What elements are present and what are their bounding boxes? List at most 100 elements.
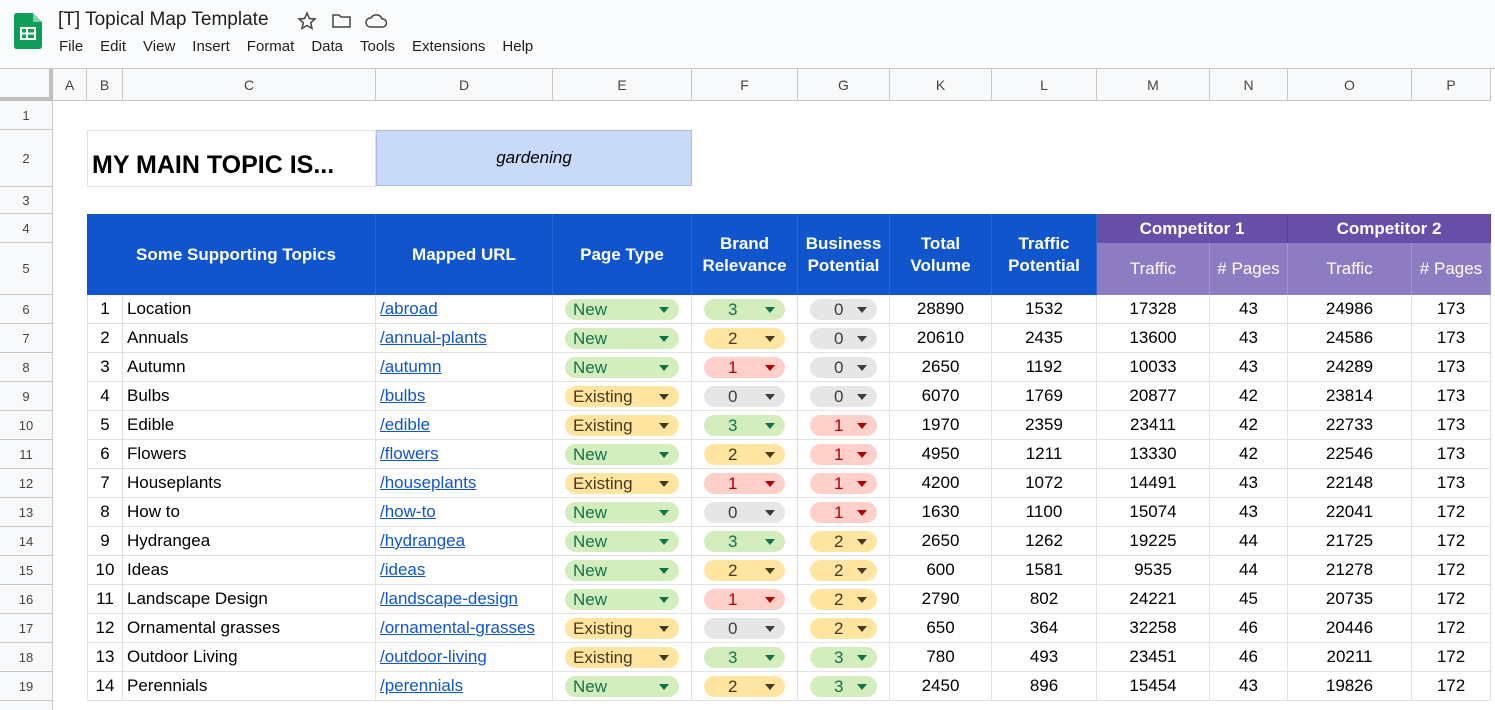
number-cell[interactable]: 7 — [87, 469, 123, 498]
number-cell[interactable]: 4950 — [890, 440, 992, 469]
url-link[interactable]: /annual-plants — [376, 324, 553, 353]
dropdown-chip[interactable]: 0 — [810, 299, 877, 320]
row-header[interactable]: 19 — [0, 672, 53, 701]
dropdown-cell[interactable]: 2 — [798, 527, 890, 556]
number-cell[interactable]: 20446 — [1288, 614, 1412, 643]
dropdown-cell[interactable]: Existing — [553, 411, 692, 440]
number-cell[interactable]: 43 — [1210, 353, 1288, 382]
dropdown-cell[interactable]: New — [553, 527, 692, 556]
dropdown-chip[interactable]: New — [565, 299, 679, 320]
row-header[interactable]: 14 — [0, 527, 53, 556]
dropdown-chip[interactable]: New — [565, 357, 679, 378]
number-cell[interactable]: 493 — [992, 643, 1097, 672]
dropdown-cell[interactable]: 0 — [798, 382, 890, 411]
number-cell[interactable]: 173 — [1412, 382, 1491, 411]
dropdown-chip[interactable]: 1 — [810, 415, 877, 436]
dropdown-chip[interactable]: 1 — [704, 357, 785, 378]
dropdown-cell[interactable]: 1 — [798, 411, 890, 440]
number-cell[interactable]: 173 — [1412, 440, 1491, 469]
dropdown-chip[interactable]: 1 — [810, 444, 877, 465]
number-cell[interactable]: 1100 — [992, 498, 1097, 527]
row-header[interactable]: 10 — [0, 411, 53, 440]
dropdown-cell[interactable]: 2 — [798, 556, 890, 585]
url-link[interactable]: /flowers — [376, 440, 553, 469]
number-cell[interactable]: 24289 — [1288, 353, 1412, 382]
url-link[interactable]: /outdoor-living — [376, 643, 553, 672]
row-header[interactable]: 9 — [0, 382, 53, 411]
number-cell[interactable]: 1072 — [992, 469, 1097, 498]
row-header[interactable]: 13 — [0, 498, 53, 527]
menu-item[interactable]: Help — [502, 38, 534, 55]
dropdown-chip[interactable]: 1 — [810, 473, 877, 494]
row-header[interactable]: 11 — [0, 440, 53, 469]
dropdown-chip[interactable]: 2 — [810, 560, 877, 581]
dropdown-cell[interactable]: 3 — [692, 527, 798, 556]
dropdown-chip[interactable]: New — [565, 328, 679, 349]
dropdown-cell[interactable]: 0 — [798, 353, 890, 382]
number-cell[interactable]: 2435 — [992, 324, 1097, 353]
row-header[interactable]: 15 — [0, 556, 53, 585]
column-header[interactable]: M — [1097, 69, 1210, 101]
menu-item[interactable]: Edit — [100, 38, 127, 55]
dropdown-cell[interactable]: 0 — [692, 382, 798, 411]
dropdown-cell[interactable]: 1 — [798, 498, 890, 527]
number-cell[interactable]: 2650 — [890, 353, 992, 382]
number-cell[interactable]: 173 — [1412, 353, 1491, 382]
number-cell[interactable]: 9535 — [1097, 556, 1210, 585]
number-cell[interactable]: 780 — [890, 643, 992, 672]
number-cell[interactable]: 14491 — [1097, 469, 1210, 498]
number-cell[interactable]: 10 — [87, 556, 123, 585]
dropdown-cell[interactable]: 2 — [692, 672, 798, 701]
dropdown-chip[interactable]: 3 — [704, 531, 785, 552]
dropdown-chip[interactable]: 2 — [810, 589, 877, 610]
dropdown-cell[interactable]: Existing — [553, 643, 692, 672]
dropdown-cell[interactable]: 2 — [798, 585, 890, 614]
dropdown-cell[interactable]: 0 — [798, 324, 890, 353]
dropdown-cell[interactable]: 3 — [798, 643, 890, 672]
dropdown-cell[interactable]: Existing — [553, 469, 692, 498]
dropdown-cell[interactable]: New — [553, 672, 692, 701]
number-cell[interactable]: 20735 — [1288, 585, 1412, 614]
number-cell[interactable]: 172 — [1412, 498, 1491, 527]
dropdown-cell[interactable]: New — [553, 353, 692, 382]
number-cell[interactable]: 44 — [1210, 527, 1288, 556]
dropdown-chip[interactable]: 2 — [810, 531, 877, 552]
number-cell[interactable]: 22148 — [1288, 469, 1412, 498]
dropdown-cell[interactable]: 2 — [692, 324, 798, 353]
number-cell[interactable]: 802 — [992, 585, 1097, 614]
number-cell[interactable]: 13330 — [1097, 440, 1210, 469]
number-cell[interactable]: 364 — [992, 614, 1097, 643]
row-header[interactable]: 16 — [0, 585, 53, 614]
number-cell[interactable]: 43 — [1210, 469, 1288, 498]
dropdown-cell[interactable]: 2 — [692, 440, 798, 469]
dropdown-cell[interactable]: New — [553, 498, 692, 527]
number-cell[interactable]: 2650 — [890, 527, 992, 556]
number-cell[interactable]: 22041 — [1288, 498, 1412, 527]
dropdown-chip[interactable]: 1 — [704, 589, 785, 610]
dropdown-cell[interactable]: Existing — [553, 382, 692, 411]
dropdown-chip[interactable]: New — [565, 589, 679, 610]
number-cell[interactable]: 14 — [87, 672, 123, 701]
dropdown-chip[interactable]: New — [565, 531, 679, 552]
row-header[interactable]: 4 — [0, 214, 53, 243]
number-cell[interactable]: 17328 — [1097, 295, 1210, 324]
url-link[interactable]: /ornamental-grasses — [376, 614, 553, 643]
dropdown-chip[interactable]: New — [565, 444, 679, 465]
menu-item[interactable]: File — [59, 38, 84, 55]
column-header[interactable]: D — [376, 69, 553, 101]
number-cell[interactable]: 1630 — [890, 498, 992, 527]
number-cell[interactable]: 42 — [1210, 382, 1288, 411]
row-header[interactable]: 18 — [0, 643, 53, 672]
number-cell[interactable]: 21725 — [1288, 527, 1412, 556]
number-cell[interactable]: 1532 — [992, 295, 1097, 324]
url-link[interactable]: /bulbs — [376, 382, 553, 411]
dropdown-cell[interactable]: 1 — [692, 469, 798, 498]
number-cell[interactable]: 1970 — [890, 411, 992, 440]
number-cell[interactable]: 32258 — [1097, 614, 1210, 643]
dropdown-cell[interactable]: 3 — [692, 295, 798, 324]
dropdown-chip[interactable]: 0 — [704, 618, 785, 639]
dropdown-cell[interactable]: New — [553, 585, 692, 614]
number-cell[interactable]: 172 — [1412, 527, 1491, 556]
dropdown-cell[interactable]: New — [553, 440, 692, 469]
column-header[interactable]: K — [890, 69, 992, 101]
